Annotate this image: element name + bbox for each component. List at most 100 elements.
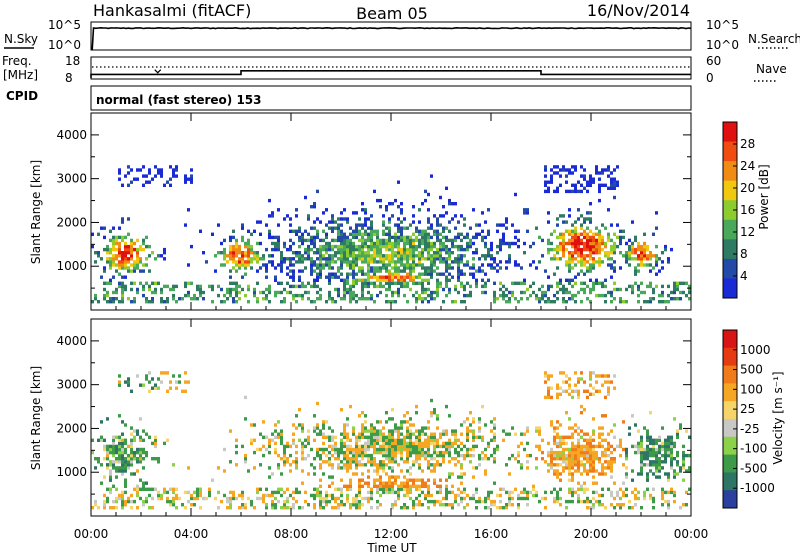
heatmap-cell	[151, 377, 154, 381]
heatmap-cell	[139, 496, 142, 501]
heatmap-cell	[304, 247, 307, 252]
heatmap-cell	[523, 208, 526, 212]
heatmap-cell	[460, 441, 463, 446]
heatmap-cell	[292, 438, 295, 442]
heatmap-cell	[514, 297, 517, 301]
heatmap-cell	[601, 450, 604, 455]
heatmap-cell	[376, 432, 379, 436]
nave-label: Nave	[756, 62, 787, 76]
heatmap-cell	[280, 254, 283, 258]
heatmap-cell	[583, 272, 586, 276]
heatmap-cell	[553, 499, 556, 504]
heatmap-cell	[484, 469, 487, 473]
heatmap-cell	[121, 453, 124, 458]
heatmap-cell	[667, 447, 670, 452]
heatmap-cell	[454, 432, 457, 436]
heatmap-cell	[316, 251, 319, 255]
heatmap-cell	[478, 269, 481, 273]
heatmap-cell	[610, 171, 613, 175]
heatmap-cell	[406, 254, 409, 258]
heatmap-cell	[415, 429, 418, 433]
heatmap-cell	[556, 469, 559, 473]
heatmap-cell	[643, 493, 646, 498]
heatmap-cell	[91, 438, 94, 442]
heatmap-cell	[397, 229, 400, 233]
heatmap-cell	[124, 235, 127, 240]
heatmap-cell	[559, 478, 562, 482]
heatmap-cell	[124, 260, 127, 264]
heatmap-cell	[664, 438, 667, 442]
heatmap-cell	[439, 254, 442, 258]
heatmap-cell	[124, 244, 127, 249]
heatmap-cell	[421, 444, 424, 449]
heatmap-cell	[316, 278, 319, 282]
heatmap-cell	[406, 432, 409, 436]
heatmap-cell	[565, 441, 568, 446]
heatmap-cell	[121, 450, 124, 455]
heatmap-cell	[472, 263, 475, 267]
heatmap-cell	[667, 499, 670, 504]
heatmap-cell	[592, 180, 595, 184]
heatmap-cell	[331, 254, 334, 258]
heatmap-cell	[574, 275, 577, 279]
heatmap-cell	[277, 466, 280, 470]
heatmap-cell	[331, 493, 334, 498]
heatmap-cell	[367, 244, 370, 249]
heatmap-cell	[364, 481, 367, 485]
heatmap-cell	[370, 275, 373, 279]
heatmap-cell	[133, 266, 136, 270]
heatmap-cell	[508, 254, 511, 258]
heatmap-cell	[610, 275, 613, 279]
heatmap-cell	[508, 290, 511, 295]
heatmap-cell	[577, 254, 580, 258]
heatmap-cell	[358, 257, 361, 261]
heatmap-cell	[136, 247, 139, 252]
heatmap-cell	[175, 284, 178, 289]
heatmap-cell	[343, 429, 346, 433]
heatmap-cell	[481, 269, 484, 273]
heatmap-cell	[382, 238, 385, 243]
heatmap-cell	[430, 275, 433, 279]
heatmap-cell	[355, 447, 358, 452]
heatmap-cell	[583, 244, 586, 249]
heatmap-cell	[463, 444, 466, 449]
heatmap-cell	[166, 284, 169, 289]
heatmap-cell	[388, 478, 391, 482]
heatmap-cell	[463, 496, 466, 501]
heatmap-cell	[670, 453, 673, 458]
heatmap-cell	[130, 269, 133, 273]
heatmap-cell	[607, 374, 610, 378]
heatmap-cell	[583, 247, 586, 252]
heatmap-cell	[115, 447, 118, 452]
heatmap-cell	[121, 266, 124, 270]
heatmap-cell	[688, 466, 691, 470]
heatmap-cell	[109, 490, 112, 495]
heatmap-cell	[574, 429, 577, 433]
heatmap-cell	[271, 499, 274, 504]
heatmap-cell	[556, 217, 559, 221]
heatmap-cell	[547, 284, 550, 289]
heatmap-cell	[121, 263, 124, 267]
heatmap-cell	[286, 457, 289, 461]
heatmap-cell	[439, 490, 442, 495]
heatmap-cell	[334, 272, 337, 276]
heatmap-cell	[565, 466, 568, 470]
heatmap-cell	[331, 429, 334, 433]
heatmap-cell	[502, 284, 505, 289]
heatmap-cell	[604, 168, 607, 172]
heatmap-cell	[562, 460, 565, 464]
heatmap-cell	[484, 284, 487, 289]
heatmap-cell	[442, 205, 445, 209]
heatmap-cell	[670, 435, 673, 439]
heatmap-cell	[688, 469, 691, 473]
heatmap-cell	[355, 496, 358, 501]
heatmap-cell	[607, 290, 610, 295]
heatmap-cell	[355, 457, 358, 461]
heatmap-cell	[643, 290, 646, 295]
heatmap-cell	[673, 287, 676, 292]
heatmap-cell	[514, 192, 517, 197]
heatmap-cell	[562, 469, 565, 473]
heatmap-cell	[334, 435, 337, 439]
heatmap-cell	[607, 232, 610, 236]
heatmap-cell	[493, 260, 496, 264]
